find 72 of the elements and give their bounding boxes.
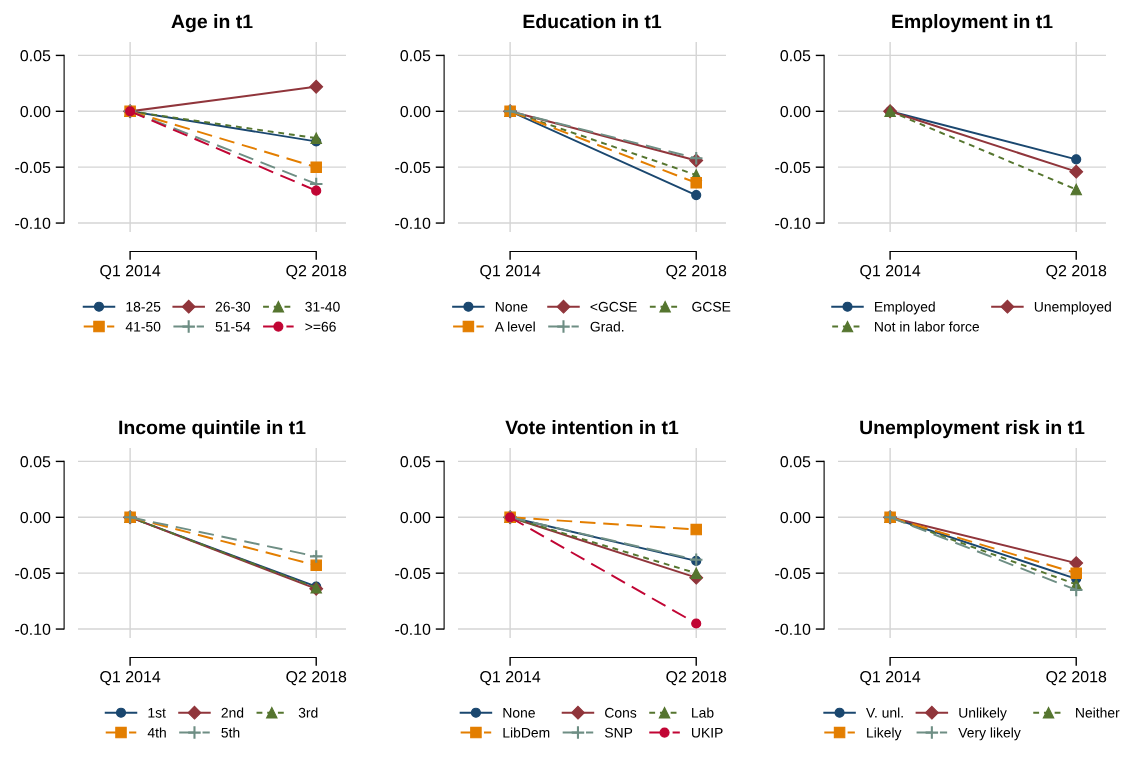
x-tick-label: Q1 2014 bbox=[860, 265, 921, 280]
legend-label: 2nd bbox=[221, 707, 244, 718]
legend-label: 41-50 bbox=[125, 321, 161, 332]
legend-label: 31-40 bbox=[305, 301, 340, 312]
x-tick-label: Q2 2018 bbox=[666, 265, 727, 280]
legend-label: GCSE bbox=[692, 301, 731, 312]
legend-label: 5th bbox=[221, 727, 240, 738]
x-tick-label: Q2 2018 bbox=[666, 671, 727, 686]
y-tick-label: -0.05 bbox=[395, 567, 431, 580]
y-tick-label: -0.10 bbox=[395, 623, 431, 635]
legend-label: None bbox=[495, 302, 528, 312]
legend-label: Cons bbox=[605, 707, 637, 718]
x-tick-label: Q1 2014 bbox=[860, 671, 921, 686]
legend-label: <GCSE bbox=[590, 301, 637, 312]
legend-label: Lab bbox=[692, 707, 714, 718]
legend-label: 3rd bbox=[298, 707, 318, 718]
y-tick-label: 0.00 bbox=[780, 105, 811, 118]
legend-label: A level bbox=[494, 321, 535, 332]
x-tick-label: Q1 2014 bbox=[100, 671, 161, 686]
legend-label: 4th bbox=[147, 727, 166, 738]
legend-label: >=66 bbox=[305, 321, 336, 332]
y-tick-label: -0.10 bbox=[15, 217, 51, 229]
legend-label: Employed bbox=[875, 301, 935, 315]
legend-label: 1st bbox=[148, 708, 166, 718]
y-tick-label: -0.10 bbox=[395, 217, 431, 229]
legend-label: Not in labor force bbox=[875, 321, 980, 332]
x-tick-label: Q2 2018 bbox=[286, 671, 347, 686]
chart-title: Employment in t1 bbox=[892, 14, 1053, 33]
x-tick-label: Q1 2014 bbox=[100, 265, 161, 280]
y-tick-label: -0.10 bbox=[15, 623, 51, 635]
legend-label: Likely bbox=[867, 727, 902, 741]
legend-label: LibDem bbox=[503, 727, 550, 738]
y-tick-label: 0.00 bbox=[400, 511, 431, 524]
legend-label: Unemployed bbox=[1034, 301, 1111, 315]
y-tick-label: -0.05 bbox=[775, 161, 811, 174]
legend-label: 26-30 bbox=[215, 301, 251, 312]
legend-label: Unlikely bbox=[959, 707, 1007, 721]
x-tick-label: Q1 2014 bbox=[480, 265, 541, 280]
y-tick-label: 0.05 bbox=[780, 50, 811, 62]
y-tick-label: 0.05 bbox=[400, 456, 431, 468]
y-tick-label: 0.05 bbox=[780, 456, 811, 468]
chart-title: Unemployment risk in t1 bbox=[860, 420, 1085, 439]
y-tick-label: 0.00 bbox=[780, 511, 811, 524]
chart-title: Income quintile in t1 bbox=[119, 420, 306, 439]
x-tick-label: Q2 2018 bbox=[1046, 671, 1107, 686]
legend-label: V. unl. bbox=[866, 707, 903, 718]
y-tick-label: -0.05 bbox=[775, 567, 811, 580]
chart-title: Age in t1 bbox=[171, 14, 253, 33]
legend-label: Grad. bbox=[590, 321, 624, 332]
legend-label: None bbox=[503, 708, 535, 718]
legend-label: UKIP bbox=[692, 727, 723, 738]
y-tick-label: -0.05 bbox=[15, 161, 51, 174]
y-tick-label: 0.00 bbox=[400, 105, 431, 118]
y-tick-label: -0.10 bbox=[775, 623, 811, 635]
legend-label: Very likely bbox=[958, 727, 1021, 741]
x-tick-label: Q2 2018 bbox=[286, 265, 347, 280]
legend-label: Neither bbox=[1076, 707, 1120, 718]
y-tick-label: 0.05 bbox=[20, 50, 51, 62]
legend-label: SNP bbox=[604, 727, 633, 738]
y-tick-label: 0.05 bbox=[20, 456, 51, 468]
y-tick-label: -0.05 bbox=[395, 161, 431, 174]
y-tick-label: -0.10 bbox=[775, 217, 811, 229]
chart-title: Vote intention in t1 bbox=[505, 420, 679, 435]
y-tick-label: -0.05 bbox=[15, 567, 51, 580]
y-tick-label: 0.00 bbox=[20, 105, 51, 118]
legend-label: 51-54 bbox=[215, 321, 251, 332]
chart-title: Education in t1 bbox=[523, 14, 662, 29]
legend-label: 18-25 bbox=[126, 301, 161, 312]
x-tick-label: Q1 2014 bbox=[480, 671, 541, 686]
x-tick-label: Q2 2018 bbox=[1046, 265, 1107, 280]
y-tick-label: 0.00 bbox=[20, 511, 51, 524]
y-tick-label: 0.05 bbox=[400, 50, 431, 62]
